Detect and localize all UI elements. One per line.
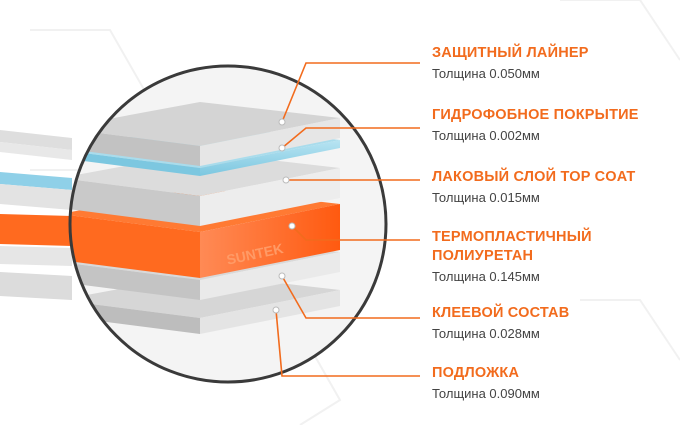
- layer-title: ЗАЩИТНЫЙ ЛАЙНЕР: [432, 45, 589, 61]
- film-strip-outside: [0, 130, 72, 300]
- leader-substrate: [275, 309, 420, 377]
- leader-adhesive: [281, 275, 420, 319]
- layer-title: ГИДРОФОБНОЕ ПОКРЫТИЕ: [432, 107, 639, 123]
- label-tpu: ТЕРМОПЛАСТИЧНЫЙ ПОЛИУРЕТАН Толщина 0.145…: [432, 228, 592, 285]
- label-adhesive: КЛЕЕВОЙ СОСТАВ Толщина 0.028мм: [432, 304, 569, 342]
- layer-thickness: Толщина 0.015мм: [432, 190, 540, 205]
- layer-title: ТЕРМОПЛАСТИЧНЫЙ: [432, 229, 592, 245]
- layer-thickness: Толщина 0.090мм: [432, 386, 540, 401]
- label-topcoat: ЛАКОВЫЙ СЛОЙ TOP COAT Толщина 0.015мм: [432, 168, 635, 206]
- leader-lines: [275, 62, 420, 377]
- layer-stack: SUNTEK: [70, 102, 340, 334]
- layer-title: КЛЕЕВОЙ СОСТАВ: [432, 305, 570, 321]
- layer-thickness: Толщина 0.002мм: [432, 128, 540, 143]
- leader-tpu: [291, 225, 420, 241]
- label-liner: ЗАЩИТНЫЙ ЛАЙНЕР Толщина 0.050мм: [432, 44, 589, 82]
- label-hydrophobic: ГИДРОФОБНОЕ ПОКРЫТИЕ Толщина 0.002мм: [432, 106, 639, 144]
- layer-title: ЛАКОВЫЙ СЛОЙ TOP COAT: [432, 169, 636, 185]
- layer-thickness: Толщина 0.145мм: [432, 269, 540, 284]
- leader-liner: [281, 62, 420, 123]
- layer-title-line2: ПОЛИУРЕТАН: [432, 248, 534, 264]
- layer-thickness: Толщина 0.028мм: [432, 326, 540, 341]
- leader-dots: [272, 118, 296, 314]
- leader-hydrophobic: [281, 127, 420, 149]
- layer-thickness: Толщина 0.050мм: [432, 66, 540, 81]
- label-substrate: ПОДЛОЖКА Толщина 0.090мм: [432, 364, 540, 402]
- lens-rim: [68, 64, 388, 384]
- layer-title: ПОДЛОЖКА: [432, 365, 520, 381]
